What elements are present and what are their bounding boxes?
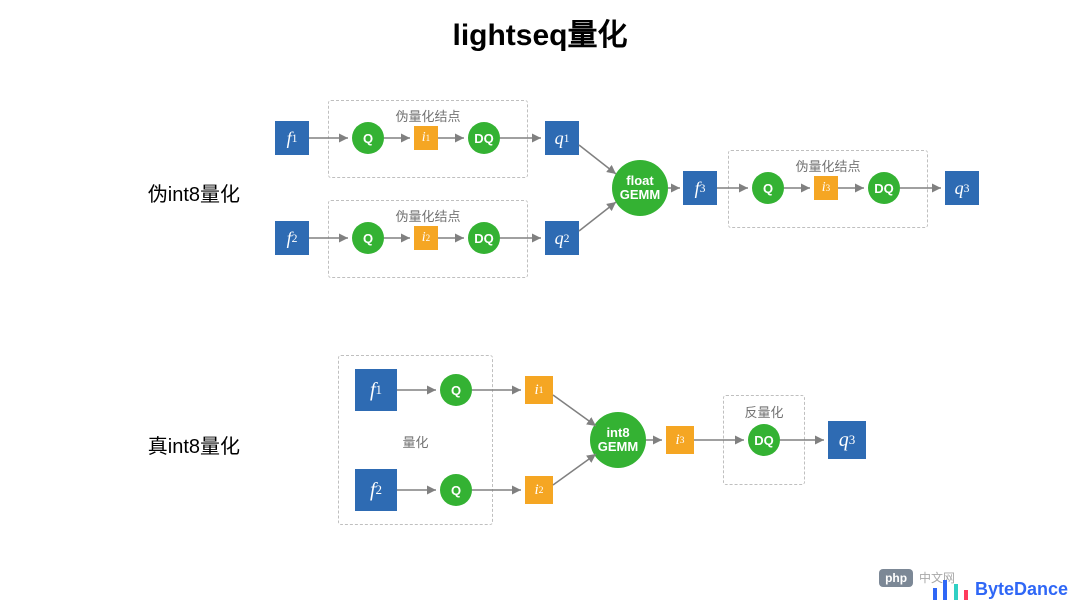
node-i1-real: i1: [525, 376, 553, 404]
label-real-int8: 真int8量化: [100, 430, 240, 459]
node-dq-fake-right: DQ: [868, 172, 900, 204]
page-title: lightseq量化: [0, 10, 1080, 54]
node-f2-fake: f2: [275, 221, 309, 255]
box-label-quantize: 量化: [338, 432, 493, 451]
node-f1-real: f1: [355, 369, 397, 411]
node-dq-fake-top: DQ: [468, 122, 500, 154]
node-q-fake-top: Q: [352, 122, 384, 154]
text-q3-sub: 3: [964, 182, 970, 195]
node-q2-fake: q2: [545, 221, 579, 255]
node-float-gemm: float GEMM: [612, 160, 668, 216]
text-float-gemm-l2: GEMM: [620, 188, 660, 202]
box-label-fake-right: 伪量化结点: [728, 156, 928, 175]
text-i3r-sub: 3: [680, 435, 685, 446]
node-f1-fake: f1: [275, 121, 309, 155]
text-i2-sub: 2: [426, 233, 431, 243]
text-int8-gemm-l2: GEMM: [598, 440, 638, 454]
node-q-fake-right: Q: [752, 172, 784, 204]
text-i3-sub: 3: [826, 183, 831, 193]
node-q3-fake: q3: [945, 171, 979, 205]
text-q2-sub: 2: [564, 232, 570, 245]
node-i2-real: i2: [525, 476, 553, 504]
box-label-fake-bottom: 伪量化结点: [328, 206, 528, 225]
text-int8-gemm-l1: int8: [606, 426, 629, 440]
node-i1-fake: i1: [414, 126, 438, 150]
text-i2r-sub: 2: [539, 485, 544, 496]
text-f3-sub: 3: [700, 182, 706, 195]
node-dq-real: DQ: [748, 424, 780, 456]
text-q2: q: [555, 228, 564, 249]
bytedance-text: ByteDance: [975, 579, 1068, 600]
text-q3-r: q: [839, 429, 849, 452]
node-q-fake-bot: Q: [352, 222, 384, 254]
node-i3-fake: i3: [814, 176, 838, 200]
node-q3-real: q3: [828, 421, 866, 459]
node-q1-fake: q1: [545, 121, 579, 155]
arrows-layer: [0, 0, 1080, 608]
text-f1r-sub: 1: [376, 382, 383, 398]
box-label-fake-top: 伪量化结点: [328, 106, 528, 125]
text-f1-sub: 1: [292, 132, 298, 145]
text-float-gemm-l1: float: [626, 174, 653, 188]
text-q3: q: [955, 178, 964, 199]
watermark-bytedance: ByteDance: [933, 579, 1068, 600]
node-q-real-top: Q: [440, 374, 472, 406]
text-q1: q: [555, 128, 564, 149]
node-i2-fake: i2: [414, 226, 438, 250]
node-dq-fake-bot: DQ: [468, 222, 500, 254]
text-i1r-sub: 1: [539, 385, 544, 396]
label-fake-int8: 伪int8量化: [100, 178, 240, 207]
node-q-real-bot: Q: [440, 474, 472, 506]
node-f3-fake: f3: [683, 171, 717, 205]
node-i3-real: i3: [666, 426, 694, 454]
node-f2-real: f2: [355, 469, 397, 511]
node-int8-gemm: int8 GEMM: [590, 412, 646, 468]
text-q3r-sub: 3: [849, 432, 856, 448]
text-f2-sub: 2: [292, 232, 298, 245]
box-label-dequant: 反量化: [723, 402, 805, 421]
bytedance-bars-icon: [933, 580, 970, 600]
text-q1-sub: 1: [564, 132, 570, 145]
text-f2r-sub: 2: [376, 482, 383, 498]
php-badge: php: [879, 569, 913, 587]
text-i1-sub: 1: [426, 133, 431, 143]
